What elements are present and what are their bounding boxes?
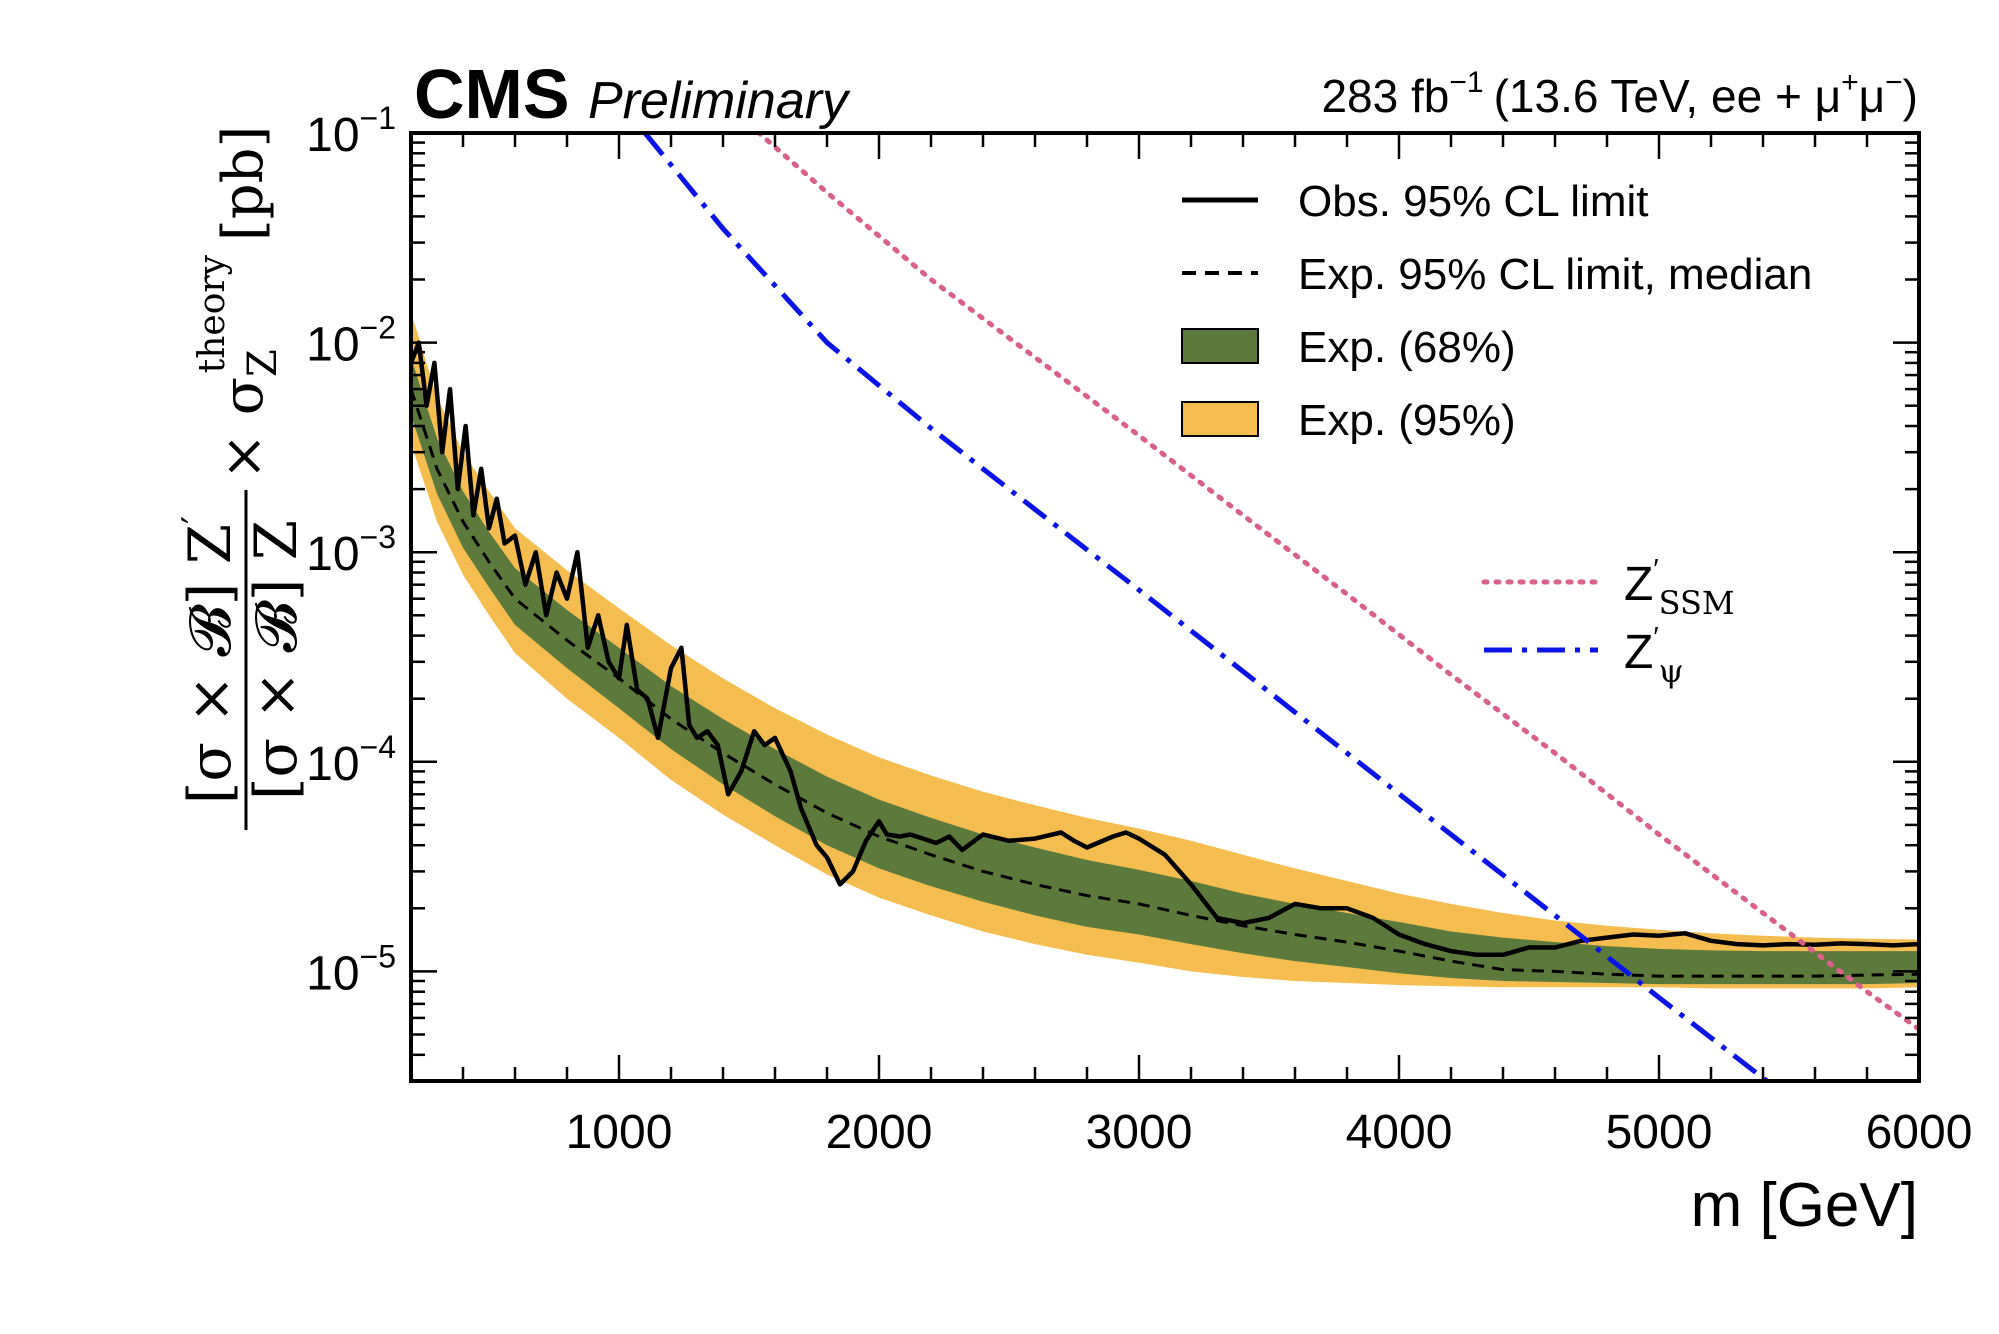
energy-text: (13.6 TeV, ee + μ xyxy=(1494,70,1842,122)
band-68-area xyxy=(411,357,1919,985)
y-label-sigma-sub: Z xyxy=(240,349,286,377)
y-tick-label: 10−2 xyxy=(306,310,396,372)
y-label-prime: ′ xyxy=(176,516,217,524)
close-paren: ) xyxy=(1903,70,1918,122)
y-tick-label: 10−4 xyxy=(306,729,396,791)
ssm-theory-line xyxy=(755,133,1919,1032)
status-label: Preliminary xyxy=(588,72,851,130)
legend-model-prime: ′ xyxy=(1653,553,1658,584)
legend-label: Obs. 95% CL limit xyxy=(1298,177,1648,226)
observed-limit-line xyxy=(411,340,1919,958)
mu-text: μ xyxy=(1859,70,1886,122)
legend-model-name: Z xyxy=(1624,626,1653,679)
legend-label: Exp. 95% CL limit, median xyxy=(1298,250,1812,299)
lumi-exponent: −1 xyxy=(1449,66,1483,99)
y-tick-exponent: −1 xyxy=(360,100,396,136)
x-tick-label: 3000 xyxy=(1086,1106,1193,1159)
y-label-sigma: × σZtheory [pb] xyxy=(192,126,286,480)
x-axis-label: m [GeV] xyxy=(1691,1171,1918,1240)
y-label-num-text: [σ × 𝓑] Z xyxy=(176,524,244,804)
y-tick-label: 10−5 xyxy=(306,938,396,1000)
y-tick-base: 10 xyxy=(306,319,359,372)
legend-model-name: Z xyxy=(1624,558,1653,611)
y-label-numerator: [σ × 𝓑] Z′ xyxy=(176,516,244,804)
plot-frame xyxy=(409,131,1921,1083)
lumi-label: 283 fb−1 (13.6 TeV, ee + μ+μ−) xyxy=(1321,66,1918,122)
x-tick-label: 4000 xyxy=(1346,1106,1453,1159)
x-tick-label: 1000 xyxy=(566,1106,673,1159)
y-tick-exponent: −3 xyxy=(360,519,396,555)
x-tick-labels: 1000 2000 3000 4000 5000 6000 xyxy=(566,1106,1973,1159)
y-tick-base: 10 xyxy=(306,528,359,581)
legend-model-subscript: SSM xyxy=(1659,584,1735,622)
mu-plus: + xyxy=(1841,66,1859,99)
y-axis-label: [σ × 𝓑] Z′ [σ × 𝓑] Z × σZtheory[pb] xyxy=(176,126,310,830)
legend-band95-swatch xyxy=(1181,401,1259,437)
x-tick-label: 5000 xyxy=(1606,1106,1713,1159)
psi-theory-line xyxy=(643,133,1772,1081)
legend-model-label: Z′SSM xyxy=(1624,553,1735,622)
y-label-times: × σ xyxy=(211,377,276,480)
y-tick-exponent: −4 xyxy=(360,729,396,765)
legend-model-subscript: ψ xyxy=(1659,652,1684,690)
y-tick-label: 10−1 xyxy=(306,100,396,162)
y-tick-labels: 10−110−210−310−410−5 xyxy=(306,100,396,1000)
legend-band68-swatch xyxy=(1181,328,1259,364)
y-tick-exponent: −2 xyxy=(360,310,396,346)
y-label-denominator: [σ × 𝓑] Z xyxy=(242,520,310,800)
plot-area xyxy=(411,133,1919,1081)
y-label-unit: [pb] xyxy=(211,126,276,241)
legend: Obs. 95% CL limit Exp. 95% CL limit, medi… xyxy=(1181,177,1812,690)
y-tick-label: 10−3 xyxy=(306,519,396,581)
legend-model-label: Z′ψ xyxy=(1624,621,1684,690)
x-tick-label: 2000 xyxy=(826,1106,933,1159)
y-label-sigma-sup: theory xyxy=(192,254,233,373)
legend-label: Exp. (68%) xyxy=(1298,323,1516,372)
y-tick-base: 10 xyxy=(306,947,359,1000)
y-tick-base: 10 xyxy=(306,109,359,162)
legend-label: Exp. (95%) xyxy=(1298,396,1516,445)
y-tick-base: 10 xyxy=(306,738,359,791)
legend-model-prime: ′ xyxy=(1653,621,1658,652)
experiment-label: CMS xyxy=(414,55,570,133)
mu-minus: − xyxy=(1885,66,1903,99)
y-tick-exponent: −5 xyxy=(360,938,396,974)
x-tick-label: 6000 xyxy=(1866,1106,1973,1159)
lumi-value: 283 fb xyxy=(1321,70,1449,122)
